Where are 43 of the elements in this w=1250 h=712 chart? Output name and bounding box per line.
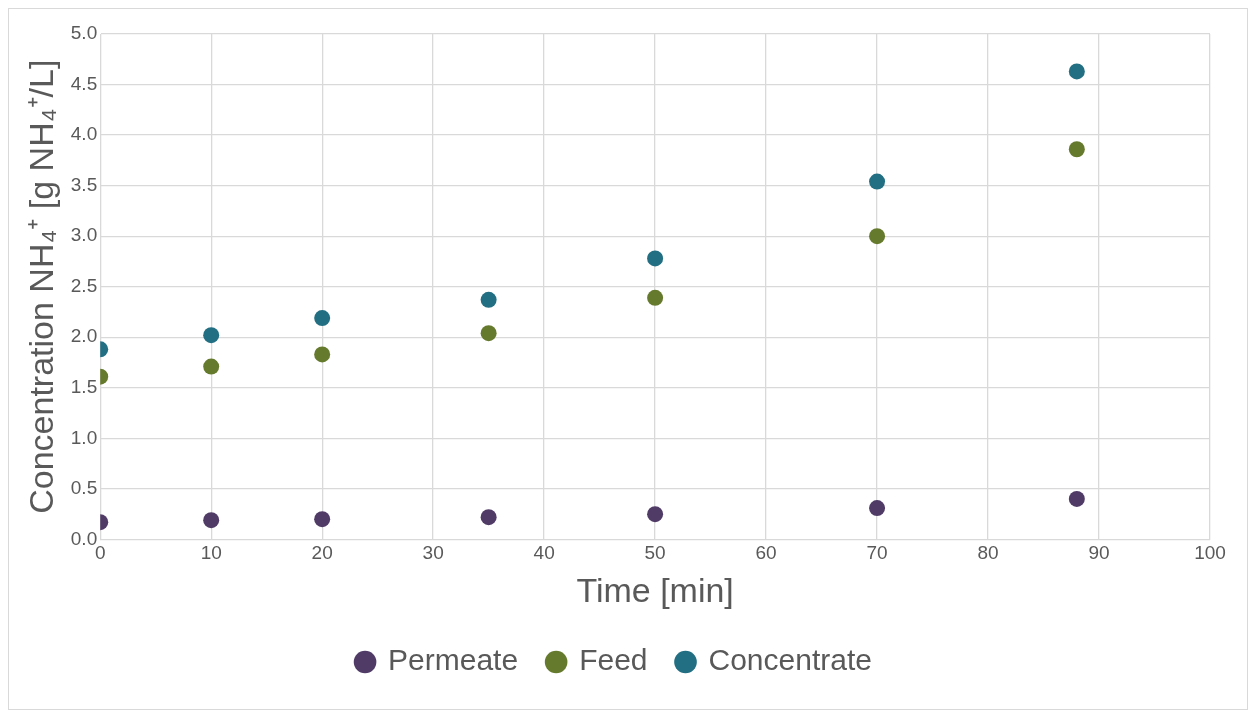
x-tick-label: 90 (1088, 542, 1110, 564)
x-tick-label: 10 (200, 542, 222, 564)
y-tick-label: 3.0 (70, 224, 98, 246)
point (869, 228, 886, 245)
y-tick-label: 4.0 (70, 123, 98, 145)
legend-label: Feed (579, 643, 648, 677)
x-tick-label: 80 (977, 542, 999, 564)
point (480, 509, 497, 526)
point (869, 173, 886, 190)
point (203, 358, 220, 375)
y-tick-label: 2.0 (70, 325, 98, 347)
point (314, 511, 331, 528)
y-tick-label: 5.0 (70, 22, 98, 44)
x-axis-title: Time [min] (576, 570, 734, 609)
y-tick-label: 1.0 (70, 426, 98, 448)
y-tick-label: 1.5 (70, 376, 98, 398)
legend-label: Concentrate (708, 643, 872, 677)
point (1068, 490, 1085, 507)
point (314, 346, 331, 363)
point (480, 325, 497, 342)
point (1068, 63, 1085, 80)
x-tick-label: 60 (755, 542, 777, 564)
x-tick-label: 30 (422, 542, 444, 564)
point (647, 289, 664, 306)
x-tick-label: 70 (866, 542, 888, 564)
point (203, 327, 220, 344)
x-tick-label: 50 (644, 542, 666, 564)
y-tick-label: 3.5 (70, 173, 98, 195)
point (203, 512, 220, 529)
x-tick-label: 20 (311, 542, 333, 564)
x-tick-label: 40 (533, 542, 555, 564)
legend-label: Permeate (388, 643, 519, 677)
y-tick-label: 4.5 (70, 72, 98, 94)
point (1068, 141, 1085, 158)
y-tick-label: 2.5 (70, 274, 98, 296)
point (647, 250, 664, 267)
point (314, 310, 331, 327)
point (647, 506, 664, 523)
y-tick-label: 0.5 (70, 477, 98, 499)
point (480, 291, 497, 308)
point (869, 500, 886, 517)
y-axis-title: Concentration NH₄⁺ [g NH₄⁺/L] (21, 59, 60, 514)
x-tick-label: 100 (1194, 542, 1226, 564)
